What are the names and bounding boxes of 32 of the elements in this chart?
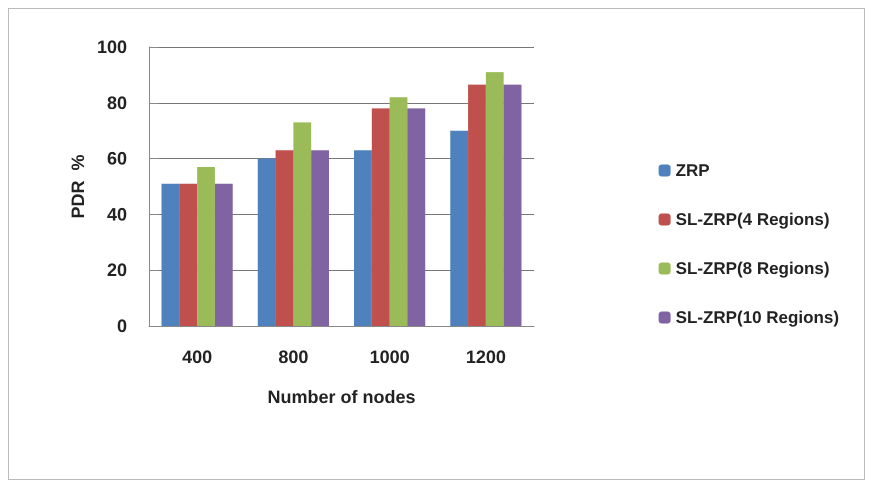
y-tick-label: 40	[106, 204, 127, 224]
x-tick-label: 800	[278, 347, 308, 367]
x-axis-title: Number of nodes	[267, 387, 416, 407]
bar	[354, 150, 372, 326]
x-tick-label: 1000	[370, 347, 410, 367]
bar	[162, 184, 180, 326]
bar	[372, 108, 390, 326]
bar	[450, 130, 468, 326]
bar	[214, 184, 233, 326]
legend-label: SL-ZRP(4 Regions)	[676, 210, 830, 229]
bar	[486, 72, 504, 326]
y-axis-title: PDR %	[68, 154, 88, 219]
x-tick-label: 400	[182, 347, 212, 367]
bar	[311, 150, 329, 326]
bar	[179, 184, 198, 326]
bar	[407, 108, 426, 326]
legend-label: SL-ZRP(10 Regions)	[676, 308, 840, 327]
legend-label: ZRP	[676, 161, 710, 180]
bar	[390, 97, 408, 326]
bar	[293, 122, 312, 326]
x-tick-label: 1200	[466, 347, 506, 367]
bar	[468, 84, 486, 326]
y-tick-label: 20	[106, 260, 127, 280]
bar	[258, 158, 276, 326]
legend-label: SL-ZRP(8 Regions)	[676, 259, 830, 278]
bar	[504, 84, 522, 326]
y-tick-label: 100	[96, 37, 127, 57]
bar	[276, 150, 294, 326]
y-tick-label: 80	[106, 92, 127, 113]
y-tick-label: 0	[116, 316, 127, 336]
y-tick-label: 60	[106, 148, 127, 169]
bar	[197, 166, 215, 326]
